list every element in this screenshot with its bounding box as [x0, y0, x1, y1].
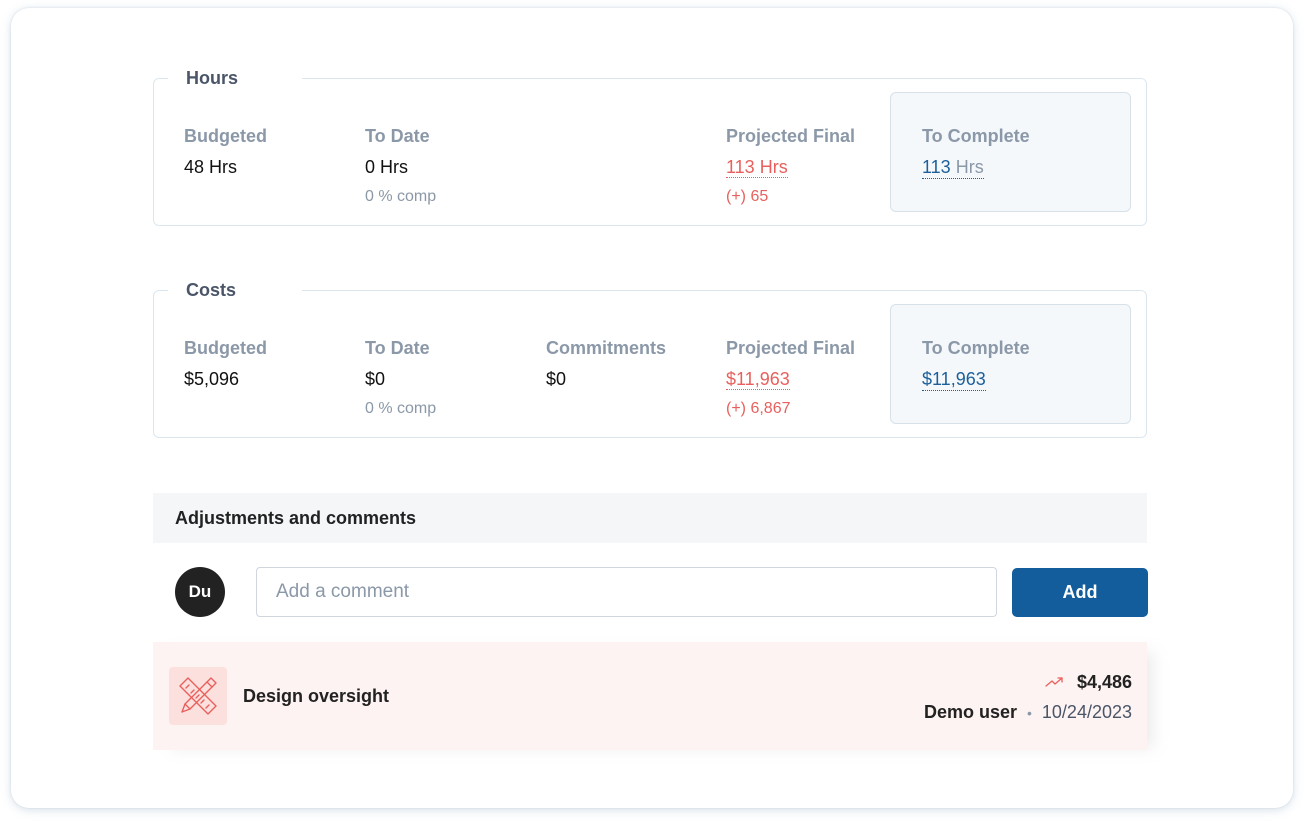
hours-to-date-value: 0 Hrs: [365, 157, 409, 177]
adjustment-user: Demo user: [923, 702, 1017, 722]
pencil-ruler-icon: [169, 667, 227, 725]
costs-budgeted-value: $5,096: [184, 369, 240, 389]
costs-to-complete-value[interactable]: $11,963: [922, 369, 986, 391]
costs-panel: Costs Budgeted $5,096 To Date $0 0 % com…: [153, 279, 1147, 438]
costs-projected-final: Projected Final $11,963 (+) 6,867: [726, 337, 855, 419]
costs-to-complete-label: To Complete: [922, 338, 1030, 358]
hours-to-complete: To Complete 113 Hrs: [890, 92, 1131, 212]
adjustments-header: Adjustments and comments: [153, 493, 1147, 543]
costs-to-date-value: $0: [365, 369, 386, 389]
costs-projected-delta: (+) 6,867: [726, 400, 791, 417]
hours-to-complete-label: To Complete: [922, 126, 1030, 146]
costs-budgeted: Budgeted $5,096: [184, 337, 267, 390]
costs-budgeted-label: Budgeted: [184, 338, 267, 358]
hours-projected-final-value[interactable]: 113 Hrs: [726, 157, 788, 178]
adjustment-amount: $4,486: [1076, 672, 1132, 692]
hours-to-date: To Date 0 Hrs 0 % comp: [365, 125, 436, 207]
costs-to-date-label: To Date: [365, 338, 430, 358]
hours-budgeted: Budgeted 48 Hrs: [184, 125, 267, 178]
hours-panel: Hours Budgeted 48 Hrs To Date 0 Hrs 0 % …: [153, 67, 1147, 226]
costs-projected-final-value[interactable]: $11,963: [726, 369, 790, 390]
costs-to-date: To Date $0 0 % comp: [365, 337, 436, 419]
costs-projected-final-label: Projected Final: [726, 338, 856, 358]
trend-up-icon: [1045, 671, 1065, 693]
costs-commitments-label: Commitments: [546, 338, 667, 358]
add-comment-button[interactable]: Add: [1012, 568, 1148, 617]
hours-budgeted-value: 48 Hrs: [184, 157, 238, 177]
hours-budgeted-label: Budgeted: [184, 126, 267, 146]
meta-separator: •: [1027, 705, 1032, 721]
hours-title: Hours: [170, 67, 255, 89]
costs-to-date-completion: 0 % comp: [365, 400, 437, 417]
hours-projected-delta: (+) 65: [726, 188, 769, 205]
costs-to-complete: To Complete $11,963: [890, 304, 1131, 424]
hours-projected-final-label: Projected Final: [726, 126, 856, 146]
hours-to-date-completion: 0 % comp: [365, 188, 437, 205]
costs-commitments-value: $0: [546, 369, 567, 389]
adjustment-date: 10/24/2023: [1041, 702, 1132, 722]
costs-title: Costs: [170, 279, 253, 301]
comment-input[interactable]: [256, 567, 997, 617]
avatar: Du: [175, 567, 225, 617]
hours-projected-final: Projected Final 113 Hrs (+) 65: [726, 125, 855, 207]
hours-to-date-label: To Date: [365, 126, 430, 146]
adjustment-title: Design oversight: [243, 686, 390, 706]
costs-commitments: Commitments $0: [546, 337, 666, 390]
hours-to-complete-value[interactable]: 113 Hrs: [922, 157, 984, 179]
adjustment-entry[interactable]: Design oversight $4,486 Demo user • 10/24/…: [153, 642, 1147, 750]
